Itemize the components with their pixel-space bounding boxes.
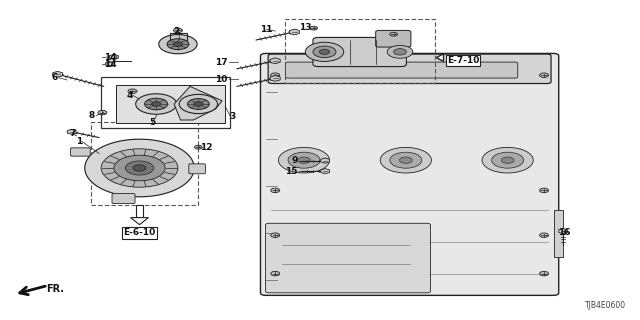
Text: 4: 4 — [126, 91, 132, 100]
Text: 8: 8 — [88, 111, 95, 120]
Text: 12: 12 — [200, 143, 212, 152]
Polygon shape — [559, 228, 568, 234]
Circle shape — [159, 35, 197, 54]
Circle shape — [298, 157, 310, 164]
Polygon shape — [174, 86, 222, 120]
FancyBboxPatch shape — [313, 37, 406, 67]
Circle shape — [540, 188, 548, 193]
Polygon shape — [436, 54, 444, 61]
Circle shape — [167, 39, 189, 50]
Circle shape — [194, 102, 203, 106]
Polygon shape — [109, 54, 118, 60]
Circle shape — [380, 148, 431, 173]
Polygon shape — [289, 29, 300, 35]
Circle shape — [501, 157, 514, 164]
Bar — [285, 19, 435, 83]
FancyBboxPatch shape — [112, 194, 135, 204]
Circle shape — [540, 271, 548, 276]
Bar — [101, 77, 230, 128]
Polygon shape — [85, 139, 195, 197]
Circle shape — [394, 49, 406, 55]
Circle shape — [108, 63, 113, 65]
FancyBboxPatch shape — [260, 53, 559, 295]
Circle shape — [111, 56, 116, 58]
FancyBboxPatch shape — [266, 223, 430, 293]
Circle shape — [271, 73, 280, 77]
Bar — [91, 122, 198, 205]
Polygon shape — [321, 158, 330, 163]
Circle shape — [313, 46, 336, 58]
Text: 9: 9 — [291, 156, 298, 165]
Circle shape — [271, 233, 280, 237]
Circle shape — [98, 110, 107, 115]
Polygon shape — [554, 210, 563, 257]
Text: 14: 14 — [104, 53, 116, 62]
Text: 13: 13 — [299, 23, 312, 32]
Polygon shape — [270, 58, 280, 64]
Circle shape — [136, 94, 177, 114]
Text: 3: 3 — [229, 112, 236, 121]
Circle shape — [288, 152, 320, 168]
Circle shape — [390, 152, 422, 168]
FancyBboxPatch shape — [285, 62, 518, 78]
Text: 7: 7 — [69, 129, 76, 138]
Polygon shape — [116, 85, 225, 123]
Circle shape — [310, 26, 317, 30]
Circle shape — [387, 45, 413, 58]
Circle shape — [540, 73, 548, 77]
FancyBboxPatch shape — [376, 30, 411, 47]
Circle shape — [482, 148, 533, 173]
Circle shape — [399, 157, 412, 164]
Text: 15: 15 — [285, 167, 298, 176]
Bar — [136, 205, 143, 218]
Circle shape — [173, 28, 182, 33]
Polygon shape — [106, 61, 115, 67]
Circle shape — [128, 89, 137, 93]
Polygon shape — [131, 218, 148, 225]
Text: 6: 6 — [51, 73, 58, 82]
Text: 14: 14 — [104, 60, 116, 69]
Circle shape — [114, 155, 165, 181]
Circle shape — [492, 152, 524, 168]
Text: 2: 2 — [173, 28, 179, 36]
FancyBboxPatch shape — [189, 164, 205, 174]
Circle shape — [179, 94, 218, 114]
Text: 10: 10 — [216, 75, 228, 84]
Text: 16: 16 — [558, 228, 571, 237]
Text: 17: 17 — [215, 58, 228, 67]
Circle shape — [540, 233, 548, 237]
FancyBboxPatch shape — [268, 54, 551, 84]
Polygon shape — [52, 71, 63, 77]
Circle shape — [305, 42, 344, 61]
Circle shape — [133, 165, 146, 171]
Text: 5: 5 — [149, 118, 156, 127]
Circle shape — [152, 102, 161, 106]
FancyBboxPatch shape — [70, 148, 90, 156]
Polygon shape — [67, 129, 76, 134]
Circle shape — [188, 99, 209, 109]
Text: TJB4E0600: TJB4E0600 — [585, 301, 626, 310]
Text: E-7-10: E-7-10 — [447, 56, 479, 65]
Circle shape — [173, 42, 182, 46]
Circle shape — [319, 49, 330, 54]
Circle shape — [271, 188, 280, 193]
Circle shape — [271, 271, 280, 276]
Circle shape — [195, 145, 202, 149]
Text: FR.: FR. — [46, 284, 64, 294]
Polygon shape — [321, 169, 330, 174]
Circle shape — [278, 148, 330, 173]
Circle shape — [145, 98, 168, 110]
Text: 11: 11 — [260, 25, 273, 34]
Circle shape — [125, 161, 154, 175]
Polygon shape — [270, 76, 280, 81]
Circle shape — [101, 149, 178, 187]
Text: 1: 1 — [76, 137, 82, 146]
Circle shape — [390, 32, 397, 36]
Text: E-6-10: E-6-10 — [124, 228, 156, 237]
